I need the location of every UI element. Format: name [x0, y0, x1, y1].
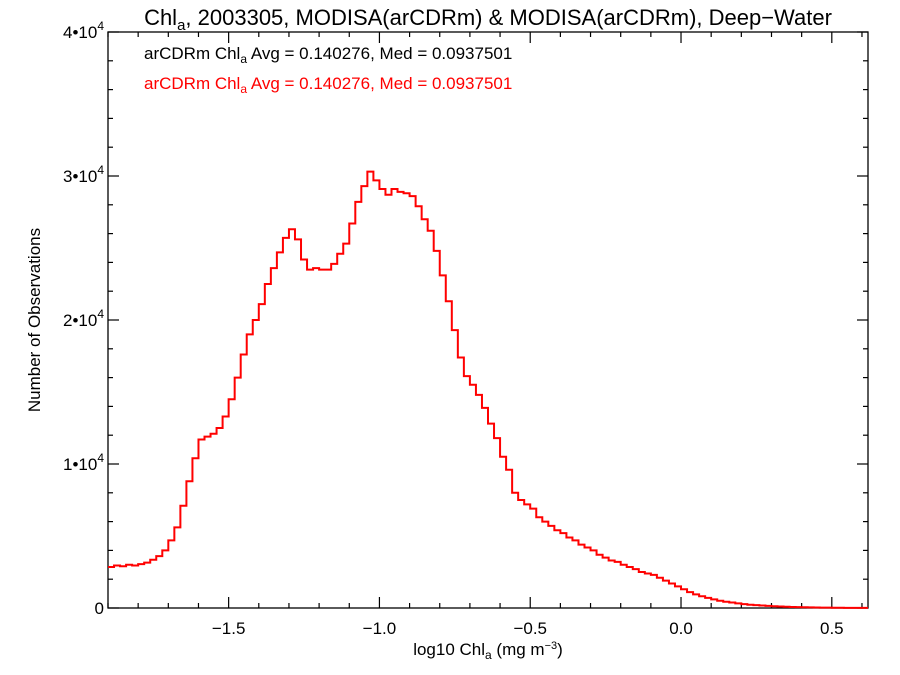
chart-title: Chla, 2003305, MODISA(arCDRm) & MODISA(a… [144, 5, 832, 34]
x-tick-label: −1.5 [212, 619, 246, 638]
y-tick-label: 3•104 [63, 163, 104, 186]
axis-ticks [107, 31, 868, 609]
annotation-black: arCDRm Chla Avg = 0.140276, Med = 0.0937… [144, 44, 512, 66]
y-tick-label: 0 [95, 599, 104, 618]
annotation-red: arCDRm Chla Avg = 0.140276, Med = 0.0937… [144, 74, 512, 96]
y-tick-label: 4•104 [63, 19, 104, 42]
series-histogram-step [108, 170, 868, 609]
x-tick-label: 0.5 [820, 619, 844, 638]
x-axis-label: log10 Chla (mg m−3) [413, 640, 563, 662]
y-tick-label: 2•104 [63, 307, 104, 330]
y-tick-labels: 0 1•104 2•104 3•104 4•104 [63, 19, 104, 618]
y-tick-label: 1•104 [63, 451, 104, 474]
y-axis-label: Number of Observations [25, 228, 44, 412]
x-tick-label: −1.0 [363, 619, 397, 638]
x-tick-label: 0.0 [669, 619, 693, 638]
x-tick-labels: −1.5 −1.0 −0.5 0.0 0.5 [212, 619, 844, 638]
x-tick-label: −0.5 [513, 619, 547, 638]
